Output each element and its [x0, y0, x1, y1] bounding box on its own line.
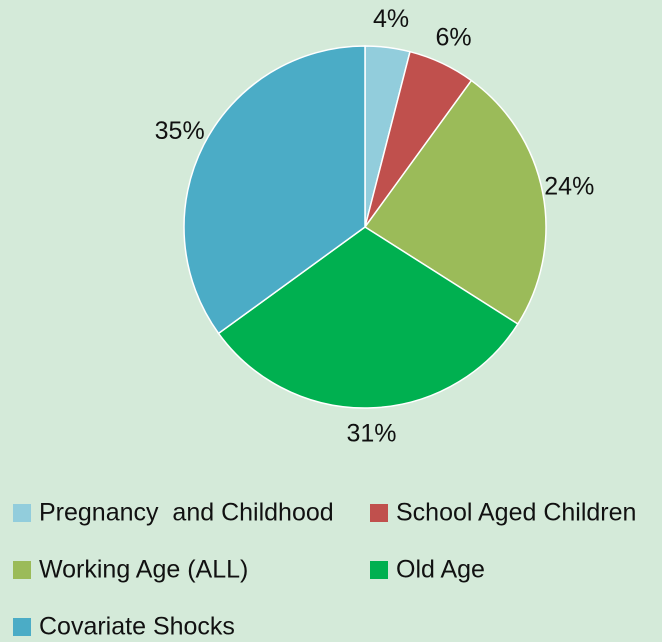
data-label: 31% — [347, 420, 397, 448]
pie-slice — [217, 226, 519, 409]
data-label: 4% — [373, 5, 409, 33]
legend-label: Covariate Shocks — [39, 613, 235, 641]
data-label: 24% — [544, 173, 594, 201]
legend-swatch — [370, 561, 388, 579]
legend-label: Working Age (ALL) — [39, 556, 248, 584]
legend-swatch — [13, 618, 31, 636]
legend-swatch — [13, 561, 31, 579]
legend-label: School Aged Children — [396, 499, 636, 527]
legend-swatch — [13, 504, 31, 522]
pie-slice — [183, 45, 366, 335]
pie-slice — [363, 79, 547, 326]
data-label: 35% — [155, 117, 205, 145]
legend-swatch — [370, 504, 388, 522]
legend-label: Pregnancy and Childhood — [39, 499, 334, 527]
legend-label: Old Age — [396, 556, 485, 584]
data-label: 6% — [435, 23, 471, 51]
